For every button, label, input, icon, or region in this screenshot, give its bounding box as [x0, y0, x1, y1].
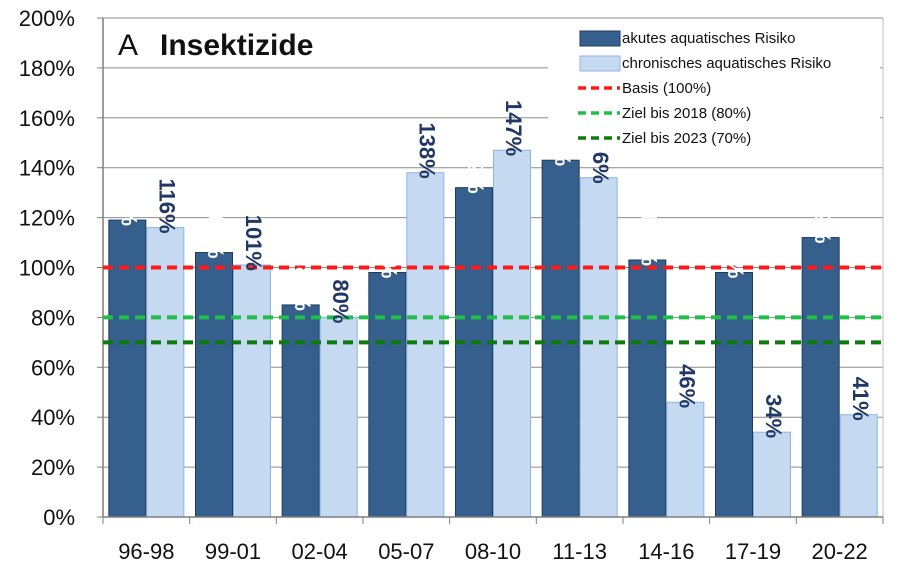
reference-lines [103, 265, 883, 345]
bar-value-label: 80% [328, 279, 353, 323]
x-tick-label: 96-98 [118, 539, 174, 564]
bar-acute [108, 219, 147, 518]
y-tick-label: 180% [19, 56, 75, 81]
legend-swatch [579, 30, 621, 47]
bar-value-label: 85% [290, 267, 315, 311]
bar-acute [368, 271, 407, 518]
bar-acute [455, 187, 493, 518]
x-tick-label: 08-10 [465, 539, 521, 564]
bar-value-label: 103% [637, 210, 662, 266]
x-tick-label: 17-19 [725, 539, 781, 564]
bar-value-label: 106% [203, 202, 228, 258]
bar-value-label: 132% [463, 137, 488, 193]
legend: akutes aquatisches Risiko chronisches aqu… [548, 24, 880, 152]
y-tick-label: 80% [31, 305, 75, 330]
bar-value-label: 112% [810, 188, 835, 243]
bar-value-label: 147% [501, 100, 526, 156]
legend-entry: Ziel bis 2018 (80%) [622, 105, 751, 122]
x-axis: 96-98 99-01 02-04 05-07 08-10 11-13 14-16 17-19… [102, 516, 884, 564]
x-tick-label: 11-13 [552, 539, 607, 564]
x-tick-label: 05-07 [378, 539, 434, 564]
bar-value-label: 98% [377, 234, 402, 278]
bar-chronic [753, 431, 791, 518]
bar-chronic [579, 177, 618, 518]
bar-chronic [406, 172, 445, 518]
bar-value-label: 116% [155, 179, 180, 234]
bar-value-label: 138% [415, 122, 440, 178]
legend-entry: chronisches aquatisches Risiko [622, 55, 831, 72]
bar-acute [801, 237, 840, 518]
bar-chronic [839, 414, 878, 518]
y-tick-label: 0% [43, 505, 75, 530]
bar-value-label: 34% [761, 394, 786, 438]
bar-acute [281, 304, 320, 518]
y-tick-label: 60% [31, 355, 75, 380]
bar-value-label: 101% [241, 215, 266, 271]
bar-value-label: 119% [117, 171, 142, 226]
x-tick-label: 14-16 [638, 539, 694, 564]
y-axis: 0% 20% 40% 60% 80% 100% 120% 140% 160% 180% 200% [19, 6, 884, 530]
y-tick-label: 100% [19, 256, 75, 281]
bar-value-label: 98% [723, 234, 748, 278]
x-tick-label: 99-01 [205, 539, 261, 564]
legend-entry: Ziel bis 2023 (70%) [622, 130, 751, 147]
bar-labels: 119%116%106%101%85%80%98%138%132%147%143… [117, 100, 873, 438]
y-tick-label: 20% [31, 455, 75, 480]
y-tick-label: 200% [19, 6, 75, 31]
panel-label: A [118, 29, 138, 62]
bar-chronic [233, 264, 271, 518]
bar-chronic [319, 316, 358, 518]
x-tick-label: 20-22 [812, 539, 868, 564]
x-tick-label: 02-04 [292, 539, 348, 564]
y-tick-label: 160% [19, 106, 75, 131]
bar-acute [541, 159, 580, 518]
bars [108, 149, 878, 518]
bar-acute [715, 271, 753, 518]
bar-acute [195, 252, 233, 518]
bar-chronic [146, 227, 185, 518]
bar-value-label: 46% [675, 364, 700, 408]
bar-acute [628, 259, 667, 518]
legend-swatch [579, 55, 621, 72]
legend-entry: Basis (100%) [622, 80, 711, 97]
bar-chronic [666, 401, 705, 518]
bar-value-label: 41% [848, 377, 873, 421]
legend-entry: akutes aquatisches Risiko [622, 30, 795, 47]
bar-chronic [493, 149, 531, 518]
chart-title: Insektizide [160, 29, 313, 62]
y-tick-label: 40% [31, 405, 75, 430]
y-tick-label: 140% [19, 156, 75, 181]
y-tick-label: 120% [19, 206, 75, 231]
